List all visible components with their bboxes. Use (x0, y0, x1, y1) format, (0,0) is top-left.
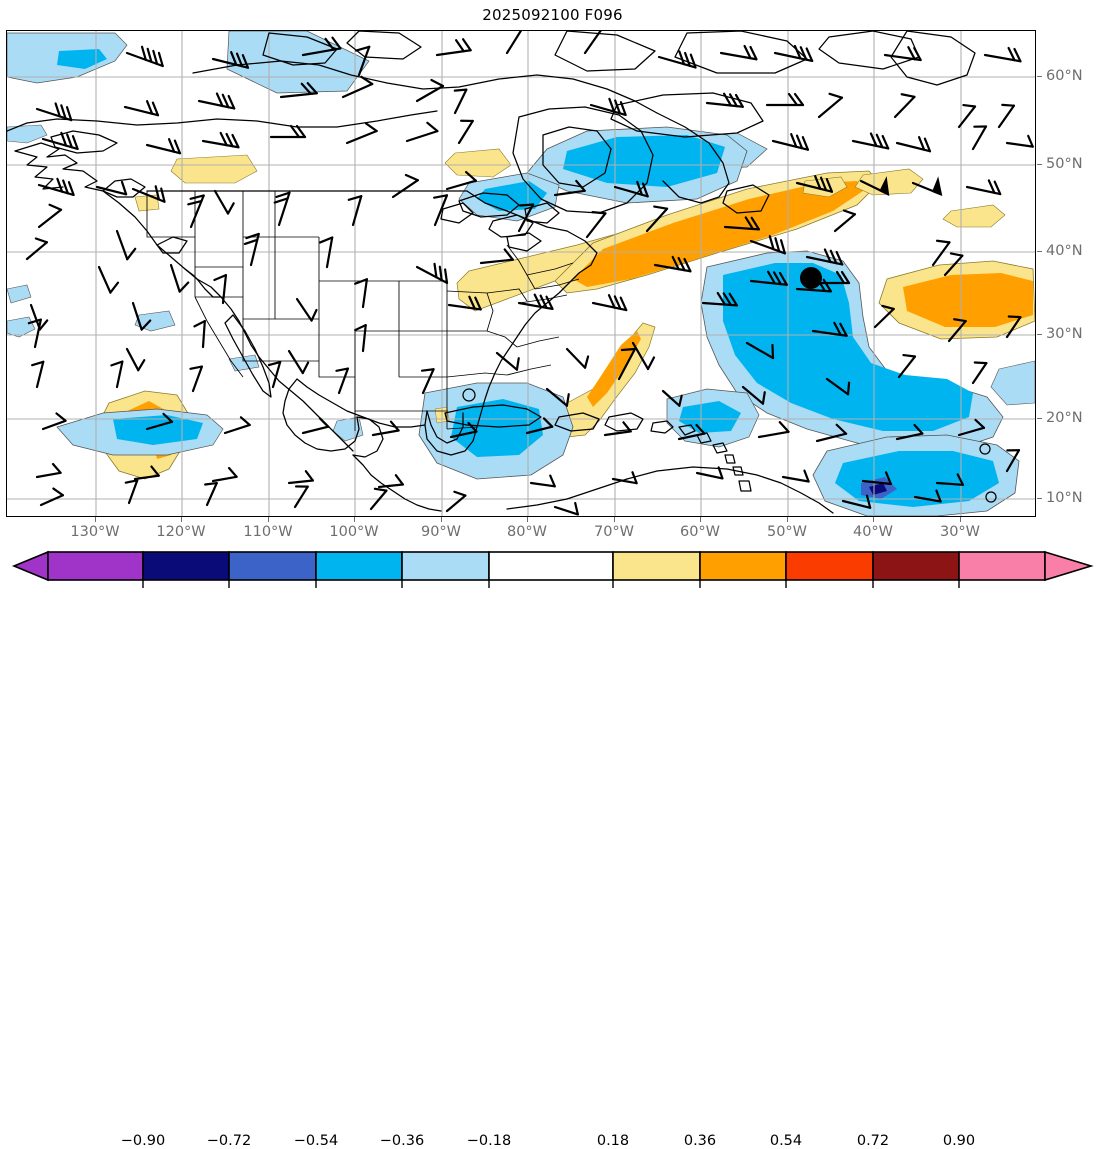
xtick-label-70w: 70°W (593, 524, 635, 540)
colorbar-tick-label: 0.72 (856, 1133, 890, 1149)
ytick-label-10n: 10°N (1046, 490, 1083, 506)
xtick-mark (95, 517, 96, 522)
ytick-label-30n: 30°N (1046, 326, 1083, 342)
xtick-label-40w: 40°W (852, 524, 894, 540)
colorbar-band-2 (228, 551, 317, 581)
colorbar-over-arrow (1044, 550, 1094, 582)
xtick-label-60w: 60°W (679, 524, 721, 540)
colorbar-band-4 (401, 551, 490, 581)
xtick-mark (614, 517, 615, 522)
xtick-label-80w: 80°W (506, 524, 548, 540)
ytick-mark (1037, 76, 1042, 77)
colorbar-band-under (47, 551, 144, 581)
colorbar-band-over (958, 551, 1046, 581)
colorbar-band-1 (142, 551, 230, 581)
ytick-label-20n: 20°N (1046, 410, 1083, 426)
map-canvas (7, 31, 1035, 516)
colorbar-under-arrow (11, 550, 49, 582)
storm-center-marker[interactable] (800, 267, 822, 289)
colorbar-tick-label: 0.18 (596, 1133, 630, 1149)
ytick-label-40n: 40°N (1046, 243, 1083, 259)
xtick-label-90w: 90°W (420, 524, 462, 540)
xtick-label-50w: 50°W (766, 524, 808, 540)
colorbar-tick-label: −0.18 (466, 1133, 512, 1149)
colorbar-tick-label: −0.36 (379, 1133, 425, 1149)
xtick-label-110w: 110°W (243, 524, 293, 540)
chart-title: 2025092100 F096 (482, 6, 623, 24)
colorbar-band-8 (872, 551, 960, 581)
ytick-mark (1037, 498, 1042, 499)
gridlines (7, 31, 1035, 516)
ytick-mark (1037, 164, 1042, 165)
xtick-mark (700, 517, 701, 522)
colorbar-tick-label: 0.90 (942, 1133, 976, 1149)
xtick-mark (441, 517, 442, 522)
ytick-label-50n: 50°N (1046, 156, 1083, 172)
xtick-label-130w: 130°W (70, 524, 120, 540)
figure-root: 2025092100 F096 (0, 6, 1105, 1149)
colorbar-band-3 (315, 551, 403, 581)
xtick-label-120w: 120°W (156, 524, 206, 540)
xtick-mark (354, 517, 355, 522)
colorbar-band-5 (612, 551, 701, 581)
colorbar-band-zero (488, 551, 614, 581)
filled-contour-layer (7, 31, 1035, 516)
colorbar-band-7 (785, 551, 874, 581)
ytick-mark (1037, 418, 1042, 419)
colorbar[interactable]: −0.90 −0.72 −0.54 −0.36 −0.18 0.18 0.36 … (0, 550, 1105, 1149)
colorbar-tick-label: −0.54 (293, 1133, 339, 1149)
colorbar-tick-label: −0.72 (206, 1133, 252, 1149)
colorbar-canvas (11, 550, 1094, 588)
xtick-mark (873, 517, 874, 522)
ytick-mark (1037, 334, 1042, 335)
colorbar-tick-label: 0.54 (769, 1133, 803, 1149)
ytick-mark (1037, 251, 1042, 252)
xtick-mark (268, 517, 269, 522)
colorbar-tick-label: −0.90 (120, 1133, 166, 1149)
xtick-mark (787, 517, 788, 522)
ytick-label-60n: 60°N (1046, 68, 1083, 84)
xtick-mark (527, 517, 528, 522)
xtick-label-100w: 100°W (329, 524, 379, 540)
colorbar-tick-label: 0.36 (683, 1133, 717, 1149)
xtick-mark (181, 517, 182, 522)
map-plot-area[interactable] (6, 30, 1036, 517)
us-state-borders (146, 191, 580, 431)
wind-barb-layer (25, 31, 1034, 516)
colorbar-band-6 (699, 551, 787, 581)
xtick-mark (960, 517, 961, 522)
xtick-label-30w: 30°W (939, 524, 981, 540)
